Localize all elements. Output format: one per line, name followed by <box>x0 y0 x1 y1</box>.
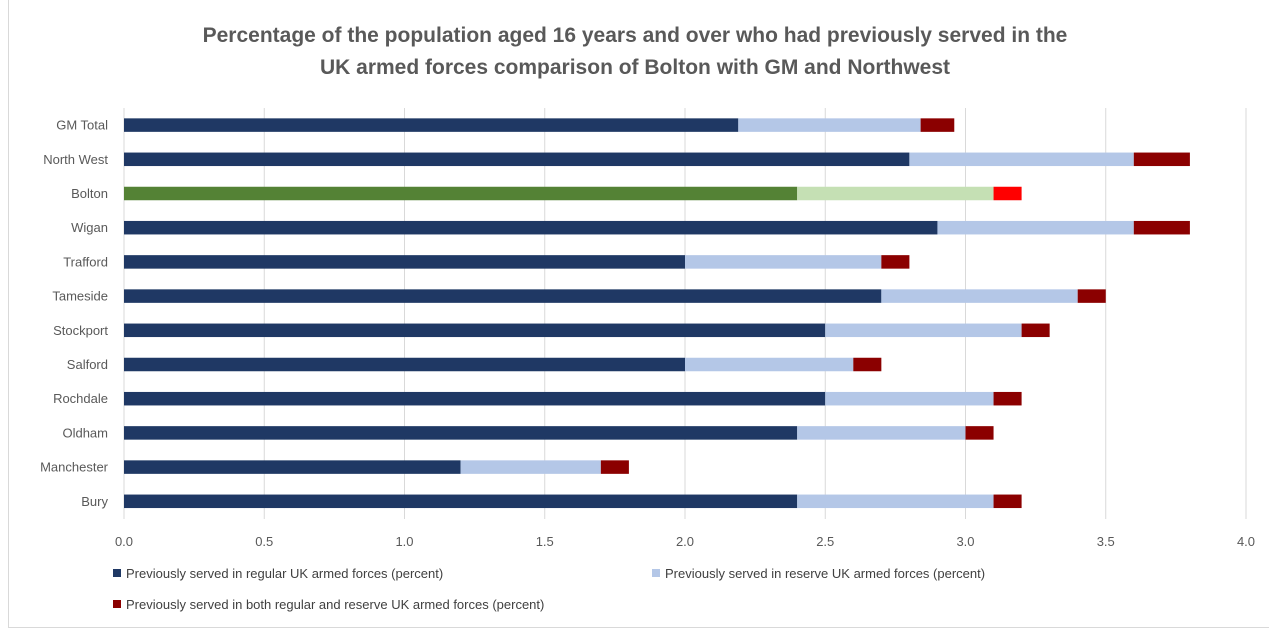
bar-segment <box>124 186 798 201</box>
x-tick-label: 2.0 <box>676 534 694 549</box>
value-axis: 0.0 0.5 1.0 1.5 2.0 2.5 3.0 3.5 4.0 <box>115 534 1255 549</box>
category-label: Bolton <box>71 186 108 201</box>
bar-segment <box>825 391 994 406</box>
bar-segment <box>881 289 1078 303</box>
category-label: Manchester <box>40 460 109 475</box>
chart-title-line-1: Percentage of the population aged 16 yea… <box>202 24 1068 47</box>
bar-segment <box>124 323 826 338</box>
legend-label: Previously served in reserve UK armed fo… <box>665 566 985 581</box>
legend-label: Previously served in both regular and re… <box>126 597 544 612</box>
bar-segment <box>993 186 1022 201</box>
bar-segment <box>909 152 1134 167</box>
bar-segment <box>993 494 1022 509</box>
x-tick-label: 1.5 <box>536 534 554 549</box>
category-label: Trafford <box>63 254 108 269</box>
category-axis: GM Total North West Bolton Wigan Trafford Tam… <box>40 118 109 509</box>
bar-segment <box>965 426 994 440</box>
legend-swatch <box>113 569 121 577</box>
bar-segment <box>124 460 461 474</box>
bar-segment <box>124 494 798 509</box>
legend-swatch <box>113 600 121 608</box>
chart-frame <box>8 0 1269 628</box>
chart-title: Percentage of the population aged 16 yea… <box>0 20 1270 84</box>
bar-segment <box>685 255 882 269</box>
bar-segment <box>797 426 966 440</box>
bar-segment <box>881 255 910 269</box>
x-tick-label: 2.5 <box>816 534 834 549</box>
x-tick-label: 4.0 <box>1237 534 1255 549</box>
x-tick-label: 3.5 <box>1097 534 1115 549</box>
bar-segment <box>685 357 854 372</box>
bar-segment <box>124 255 685 269</box>
bar-segment <box>124 289 882 303</box>
legend: Previously served in regular UK armed fo… <box>113 566 985 612</box>
category-label: GM Total <box>56 118 108 133</box>
x-tick-label: 1.0 <box>395 534 413 549</box>
category-label: Oldham <box>62 425 108 440</box>
bar-segment <box>1021 323 1050 338</box>
x-tick-label: 0.0 <box>115 534 133 549</box>
x-tick-label: 0.5 <box>255 534 273 549</box>
bar-segment <box>124 426 798 440</box>
bar-segment <box>797 186 994 201</box>
chart-title-line-2: UK armed forces comparison of Bolton wit… <box>319 56 951 79</box>
bar-segment <box>1133 152 1190 167</box>
bar-segment <box>738 118 921 132</box>
bar-segment <box>600 460 629 474</box>
category-label: Stockport <box>53 323 108 338</box>
category-label: Tameside <box>52 289 108 304</box>
category-label: North West <box>43 152 108 167</box>
bar-segment <box>937 220 1134 235</box>
category-label: Bury <box>81 494 108 509</box>
bar-segment <box>993 391 1022 406</box>
bar-segment <box>124 152 910 167</box>
legend-label: Previously served in regular UK armed fo… <box>126 566 443 581</box>
bar-series <box>124 118 1190 509</box>
x-tick-label: 3.0 <box>956 534 974 549</box>
legend-swatch <box>652 569 660 577</box>
bar-segment <box>825 323 1022 338</box>
bar-segment <box>124 357 685 372</box>
category-label: Rochdale <box>53 391 108 406</box>
bar-segment <box>124 220 938 235</box>
bar-segment <box>124 391 826 406</box>
bar-segment <box>797 494 994 509</box>
bar-segment <box>124 118 739 132</box>
bar-segment <box>1133 220 1190 235</box>
bar-segment <box>920 118 955 132</box>
gridlines <box>123 108 1247 519</box>
bar-segment <box>1077 289 1106 303</box>
bar-segment <box>460 460 601 474</box>
category-label: Salford <box>67 357 108 372</box>
category-label: Wigan <box>71 220 108 235</box>
bar-segment <box>853 357 882 372</box>
